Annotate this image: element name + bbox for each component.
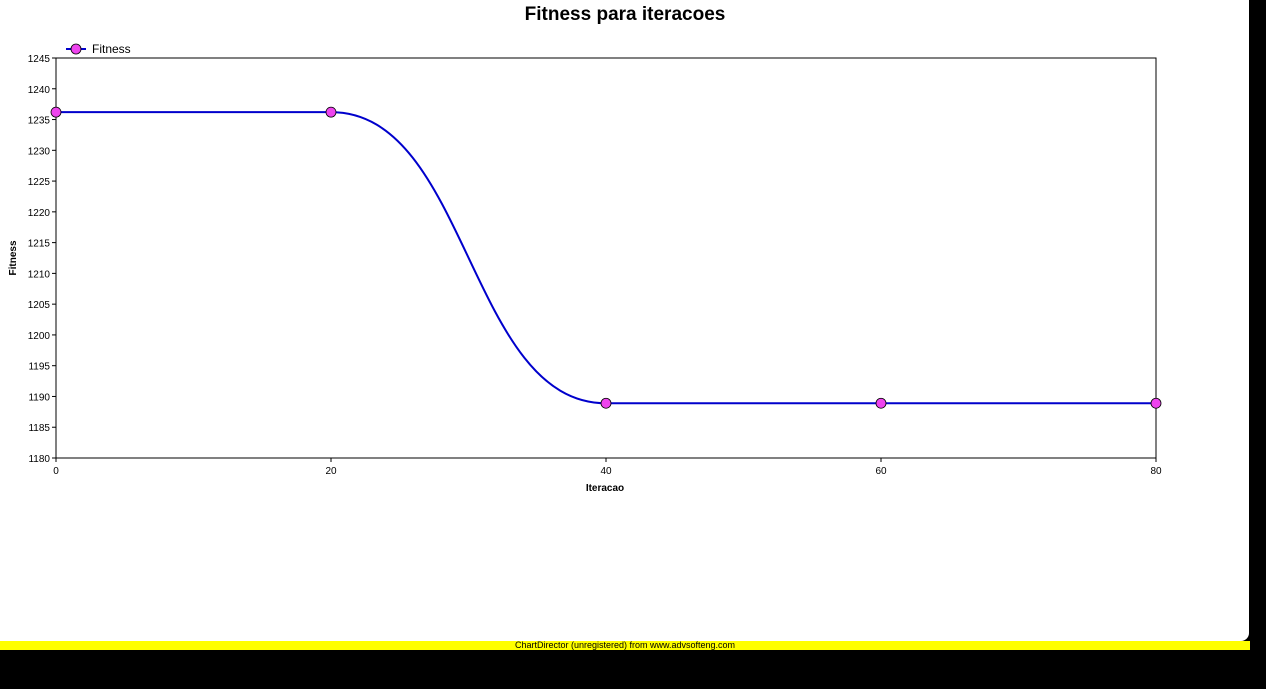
x-axis-label: Iteracao bbox=[586, 483, 624, 494]
data-point bbox=[875, 397, 887, 409]
y-tick-label: 1215 bbox=[28, 239, 51, 250]
y-tick-label: 1205 bbox=[28, 300, 51, 311]
y-tick-label: 1185 bbox=[28, 423, 50, 434]
x-tick-label: 80 bbox=[1150, 466, 1162, 477]
data-point bbox=[600, 397, 612, 409]
banner-text: ChartDirector (unregistered) from www.ad… bbox=[514, 640, 736, 650]
series-line bbox=[56, 111, 1156, 405]
plot-area bbox=[55, 57, 1157, 459]
legend-marker bbox=[70, 43, 82, 55]
data-point bbox=[325, 106, 337, 118]
x-tick-label: 0 bbox=[53, 466, 59, 477]
x-axis: 0 20 40 60 80 bbox=[53, 458, 1162, 477]
y-tick-label: 1195 bbox=[28, 362, 50, 373]
chart-title: Fitness para iteracoes bbox=[525, 4, 726, 25]
x-tick-label: 40 bbox=[600, 466, 612, 477]
series-group bbox=[50, 106, 1162, 409]
y-tick-label: 1225 bbox=[28, 177, 51, 188]
y-tick-label: 1235 bbox=[28, 116, 51, 127]
y-tick-label: 1230 bbox=[28, 146, 51, 157]
unregistered-banner: ChartDirector (unregistered) from www.ad… bbox=[0, 641, 1250, 650]
y-axis-label: Fitness bbox=[8, 240, 19, 275]
legend-label: Fitness bbox=[92, 42, 131, 56]
data-point bbox=[50, 106, 62, 118]
y-tick-label: 1220 bbox=[28, 208, 51, 219]
x-tick-label: 60 bbox=[875, 466, 887, 477]
y-tick-label: 1180 bbox=[28, 454, 50, 465]
y-tick-label: 1240 bbox=[28, 85, 51, 96]
y-tick-label: 1210 bbox=[28, 269, 51, 280]
y-axis: 1180 1185 1190 1195 1200 1205 1210 1215 1220 1225… bbox=[28, 54, 56, 465]
legend: Fitness bbox=[66, 42, 131, 56]
y-tick-label: 1190 bbox=[28, 392, 50, 403]
data-point bbox=[1150, 397, 1162, 409]
y-tick-label: 1245 bbox=[28, 54, 51, 65]
y-tick-label: 1200 bbox=[28, 331, 51, 342]
x-tick-label: 20 bbox=[325, 466, 337, 477]
